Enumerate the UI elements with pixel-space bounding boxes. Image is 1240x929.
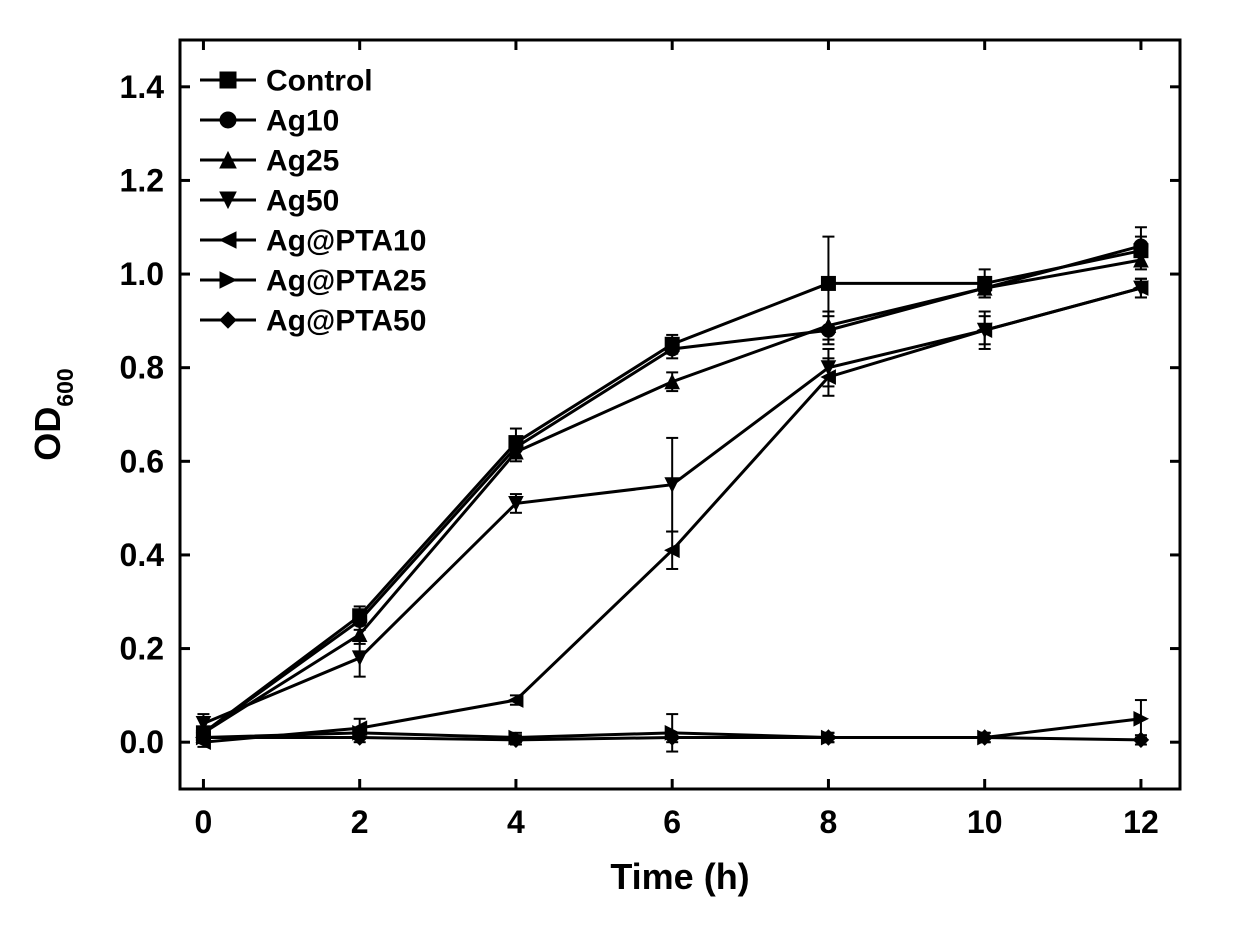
y-tick-label: 1.0: [120, 256, 164, 292]
y-tick-label: 0.2: [120, 631, 164, 667]
x-tick-label: 12: [1123, 804, 1159, 840]
chart-container: 0 2 4 6 8 10 12 0.0 0.2 0.4 0.6 0.8 1.0 1.2 1.4 Time (h…: [0, 0, 1240, 929]
legend-label: Ag50: [266, 185, 339, 218]
legend-label: Control: [266, 65, 373, 98]
y-tick-label: 0.6: [120, 443, 164, 479]
y-tick-label: 0.8: [120, 350, 164, 386]
legend-label: Ag@PTA25: [266, 265, 426, 298]
x-tick-label: 0: [195, 804, 213, 840]
x-tick-label: 2: [351, 804, 369, 840]
legend-label: Ag10: [266, 105, 339, 138]
legend: Control Ag10 Ag25 Ag50 Ag@PTA10 Ag@PTA25 Ag@PT…: [192, 52, 472, 348]
x-tick-label: 10: [967, 804, 1003, 840]
y-tick-label: 0.4: [120, 537, 165, 573]
x-axis-label: Time (h): [610, 856, 749, 897]
legend-label: Ag@PTA50: [266, 305, 426, 338]
y-tick-label: 1.2: [120, 162, 164, 198]
y-tick-label: 1.4: [120, 69, 165, 105]
legend-label: Ag25: [266, 145, 339, 178]
y-axis-label: OD600: [27, 368, 78, 460]
x-tick-label: 6: [663, 804, 681, 840]
y-tick-label: 0.0: [120, 724, 164, 760]
x-tick-label: 4: [507, 804, 525, 840]
line-chart: 0 2 4 6 8 10 12 0.0 0.2 0.4 0.6 0.8 1.0 1.2 1.4 Time (h…: [0, 0, 1240, 929]
x-tick-label: 8: [820, 804, 838, 840]
legend-label: Ag@PTA10: [266, 225, 426, 258]
